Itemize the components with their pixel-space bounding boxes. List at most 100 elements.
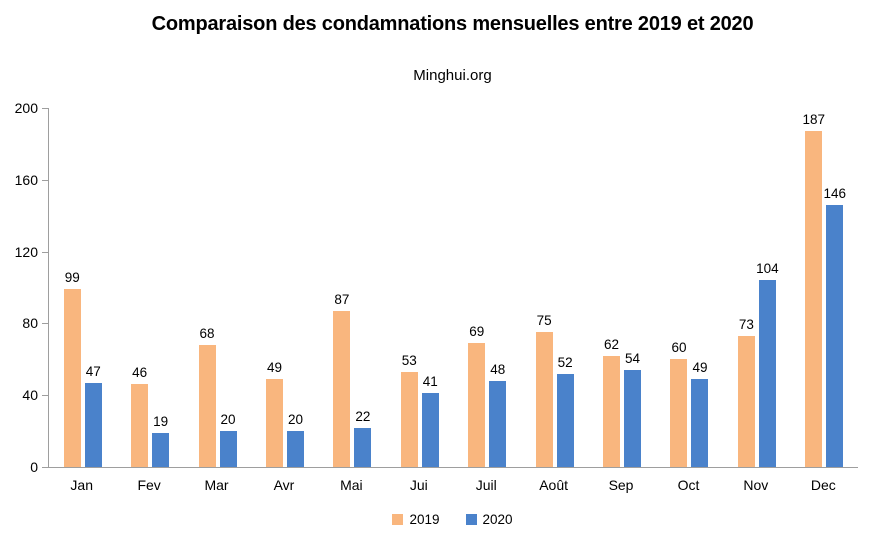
y-axis-tick-mark — [42, 467, 48, 468]
bar-2019 — [198, 344, 216, 467]
bar-column-2019: 75 — [535, 108, 553, 467]
bar-2020 — [758, 280, 776, 467]
bar-2020 — [152, 432, 170, 467]
bar-2020 — [286, 431, 304, 467]
bar-group: 99 47 — [49, 108, 116, 467]
y-axis-tick-mark — [42, 108, 48, 109]
y-axis-tick-label: 0 — [30, 459, 38, 475]
bar-column-2019: 60 — [670, 108, 688, 467]
y-axis-tick-mark — [42, 179, 48, 181]
x-axis-category-label: Juil — [475, 477, 497, 493]
x-axis-category-label: Avr — [273, 477, 295, 493]
bar-group: 68 20 — [184, 108, 251, 467]
y-axis-tick-label: 200 — [14, 100, 38, 116]
bar-column-2020: 22 — [354, 108, 372, 467]
bar-column-2019: 99 — [63, 108, 81, 467]
bar-column-2019: 68 — [198, 108, 216, 467]
bar-column-2020: 47 — [84, 108, 102, 467]
bar-value-label: 68 — [199, 325, 215, 341]
bar-group: 49 20 — [251, 108, 318, 467]
bar-2019 — [131, 384, 149, 467]
x-axis-category-label: Mar — [204, 477, 229, 493]
bar-group: 46 19 — [116, 108, 183, 467]
bar-column-2020: 54 — [624, 108, 642, 467]
bar-value-label: 60 — [671, 340, 687, 356]
bar-column-2020: 104 — [756, 108, 779, 467]
bar-column-2019: 62 — [603, 108, 621, 467]
bar-column-2020: 48 — [489, 108, 507, 467]
bar-value-label: 187 — [802, 112, 826, 128]
legend-swatch-2019 — [392, 514, 404, 525]
bar-column-2020: 52 — [556, 108, 574, 467]
y-axis-tick-label: 40 — [22, 387, 38, 404]
bar-2020 — [691, 379, 709, 467]
chart-subtitle: Minghui.org — [413, 67, 492, 84]
bar-2020 — [556, 373, 574, 467]
x-axis-category-label: Nov — [743, 477, 769, 493]
bar-column-2019: 69 — [468, 108, 486, 467]
bar-value-label: 53 — [401, 352, 417, 368]
bar-value-label: 20 — [287, 412, 303, 428]
chart-legend: 2019 2020 — [48, 512, 857, 527]
bar-column-2019: 49 — [265, 108, 283, 467]
bar-group: 62 54 — [588, 108, 655, 467]
bar-value-label: 49 — [692, 360, 708, 376]
bar-2019 — [333, 310, 351, 467]
bar-value-label: 19 — [153, 413, 169, 429]
bar-column-2019: 46 — [131, 108, 149, 467]
x-axis-category-label: Sep — [608, 477, 634, 493]
bar-2020 — [421, 393, 439, 467]
bar-2019 — [63, 289, 81, 467]
bar-2020 — [624, 370, 642, 467]
bar-group: 73 104 — [723, 108, 790, 467]
bar-2020 — [219, 431, 237, 467]
bar-value-label: 22 — [355, 408, 371, 424]
bar-value-label: 41 — [422, 374, 438, 390]
bar-value-label: 49 — [266, 360, 282, 376]
bar-value-label: 54 — [625, 351, 641, 367]
bar-2019 — [603, 355, 621, 467]
x-axis-category-label: Mai — [340, 477, 363, 493]
bar-group: 60 49 — [656, 108, 723, 467]
legend-item-2019: 2019 — [392, 512, 440, 527]
bar-value-label: 20 — [220, 412, 236, 428]
chart-title: Comparaison des condamnations mensuelles… — [151, 13, 754, 35]
bar-value-label: 73 — [738, 316, 754, 332]
bar-value-label: 48 — [490, 361, 506, 377]
bar-value-label: 62 — [604, 336, 620, 352]
bar-2019 — [535, 332, 553, 467]
plot-area: 99 47 46 19 68 20 49 20 87 22 53 41 69 48 75 52 62 54 60 49… — [48, 108, 858, 468]
bar-column-2019: 73 — [737, 108, 755, 467]
bar-value-label: 75 — [536, 313, 552, 329]
bar-column-2020: 20 — [219, 108, 237, 467]
x-axis-category-label: Jan — [70, 477, 93, 493]
y-axis-tick-mark — [42, 323, 48, 325]
bar-2019 — [400, 371, 418, 467]
bar-2020 — [489, 380, 507, 467]
bar-group: 87 22 — [319, 108, 386, 467]
bar-2019 — [805, 131, 823, 467]
x-axis-category-label: Fev — [137, 477, 161, 493]
bar-2020 — [84, 382, 102, 467]
bar-column-2020: 20 — [286, 108, 304, 467]
bar-group: 187 146 — [791, 108, 858, 467]
bar-value-label: 146 — [823, 185, 847, 201]
bar-2019 — [670, 359, 688, 467]
bar-column-2020: 41 — [421, 108, 439, 467]
bar-value-label: 46 — [132, 365, 148, 381]
bar-column-2020: 146 — [824, 108, 846, 467]
bar-column-2020: 49 — [691, 108, 709, 467]
bar-group: 69 48 — [454, 108, 521, 467]
bar-group: 75 52 — [521, 108, 588, 467]
bar-column-2019: 87 — [333, 108, 351, 467]
bar-2019 — [265, 379, 283, 467]
y-axis-tick-mark — [42, 395, 48, 397]
bar-column-2019: 53 — [400, 108, 418, 467]
legend-swatch-2020 — [465, 514, 477, 525]
x-axis-category-label: Oct — [677, 477, 700, 493]
bar-value-label: 47 — [85, 363, 101, 379]
legend-item-2020: 2020 — [465, 512, 513, 527]
bar-2019 — [737, 335, 755, 467]
bar-value-label: 99 — [64, 270, 80, 286]
